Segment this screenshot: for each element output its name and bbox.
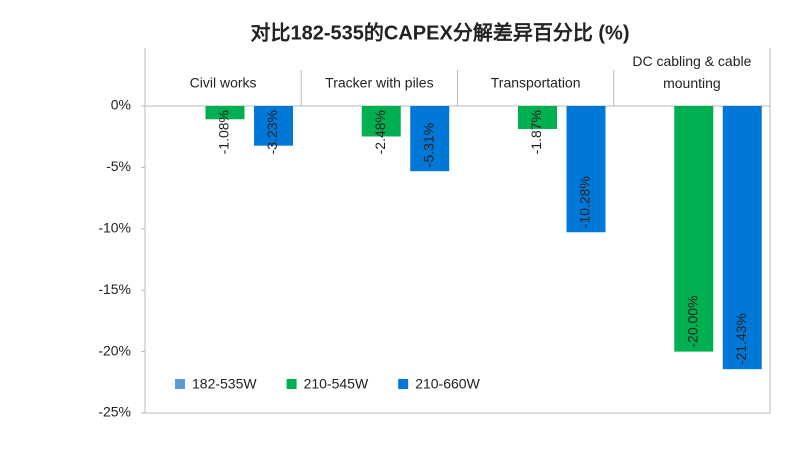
data-label: -3.23% [264, 110, 280, 154]
x-tick-label: DC cabling & cable mounting [632, 53, 751, 91]
y-tick-label: -20% [98, 342, 131, 358]
bar [254, 106, 293, 146]
y-tick-label: -5% [106, 158, 131, 174]
data-label: -5.31% [420, 123, 436, 167]
x-tick-label: Tracker with piles [325, 75, 433, 91]
bar [361, 106, 401, 137]
bar [674, 106, 714, 352]
data-label: -20.00% [684, 295, 700, 347]
bar [518, 106, 557, 129]
bar [205, 106, 245, 120]
legend-swatch [286, 379, 297, 389]
y-tick-label: -25% [98, 404, 131, 420]
y-tick-label: 0% [111, 97, 131, 113]
data-label: -1.08% [216, 110, 232, 154]
bar [566, 106, 606, 233]
x-tick-label: Civil works [190, 75, 257, 91]
legend-label: 210-660W [415, 376, 480, 392]
bar [722, 106, 762, 370]
data-label: -1.87% [528, 110, 544, 154]
x-tick-label: Transportation [491, 75, 581, 91]
data-label: -2.48% [372, 110, 388, 154]
legend: 182-535W 210-545W 210-660W [175, 376, 481, 392]
data-label: -10.28% [577, 176, 593, 228]
chart-title: 对比182-535的CAPEX分解差异百分比 (%) [251, 20, 630, 44]
y-tick-label: -10% [98, 220, 131, 236]
y-tick-label: -15% [98, 281, 131, 297]
data-label: -21.43% [733, 313, 749, 365]
legend-swatch [175, 379, 185, 389]
bar [410, 106, 450, 172]
legend-label: 182-535W [192, 376, 257, 392]
legend-swatch [398, 379, 409, 389]
legend-label: 210-545W [304, 376, 369, 392]
